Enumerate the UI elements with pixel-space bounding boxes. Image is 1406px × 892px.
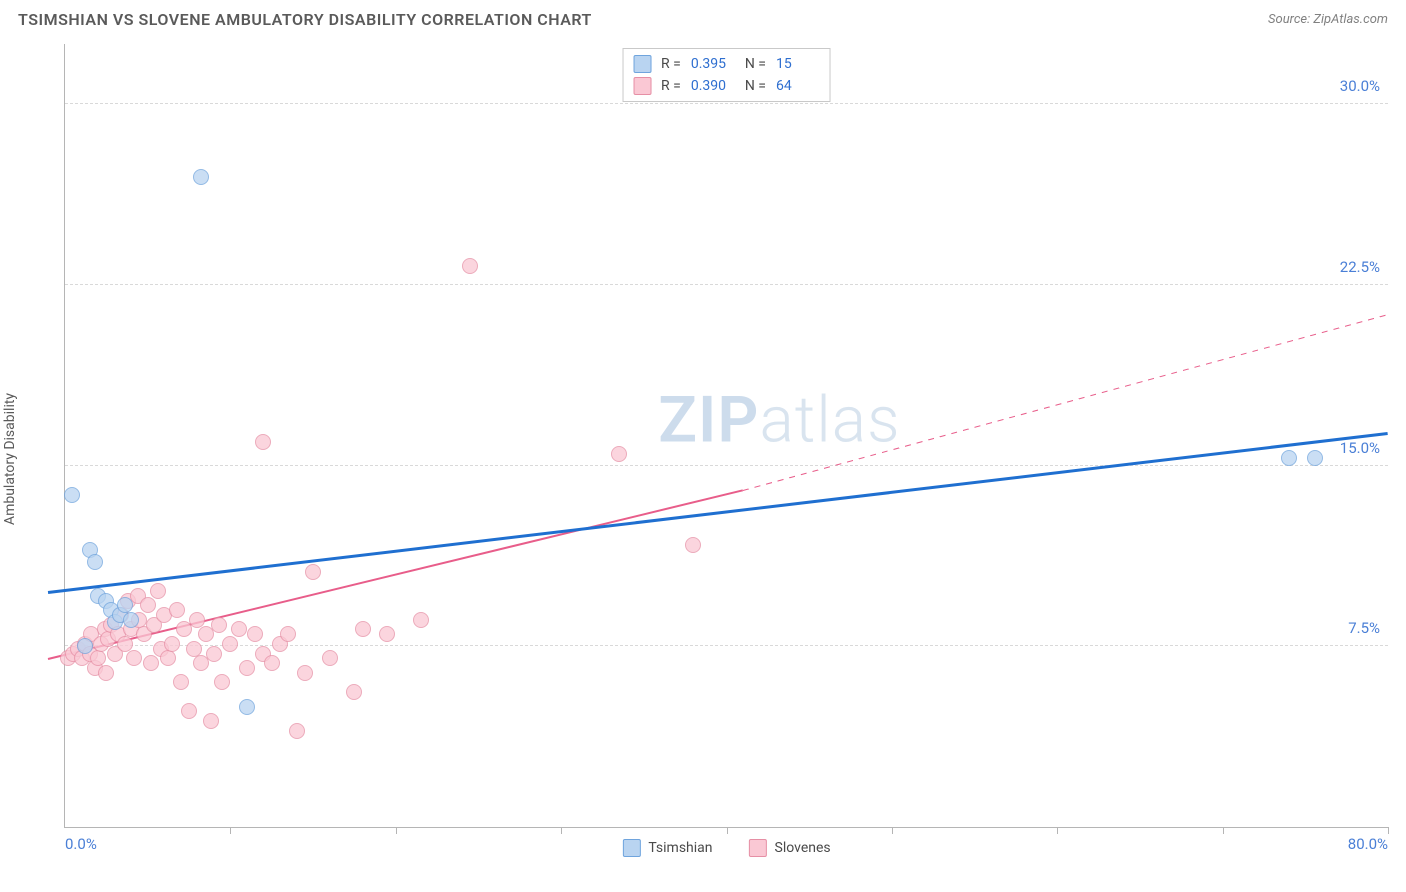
- data-point-slovenes: [297, 665, 313, 681]
- data-point-slovenes: [181, 703, 197, 719]
- data-point-slovenes: [413, 612, 429, 628]
- y-tick-label: 22.5%: [1340, 258, 1380, 276]
- data-point-slovenes: [98, 665, 114, 681]
- data-point-tsimshian: [87, 554, 103, 570]
- y-tick-label: 7.5%: [1348, 619, 1380, 637]
- legend-series: Tsimshian Slovenes: [622, 839, 830, 857]
- data-point-slovenes: [379, 626, 395, 642]
- data-point-slovenes: [222, 636, 238, 652]
- r-label: R =: [661, 56, 681, 72]
- data-point-slovenes: [239, 660, 255, 676]
- data-point-slovenes: [160, 650, 176, 666]
- watermark-light: atlas: [759, 382, 900, 457]
- n-label: N =: [745, 78, 766, 94]
- swatch-series1: [633, 55, 651, 73]
- data-point-slovenes: [322, 650, 338, 666]
- data-point-slovenes: [305, 564, 321, 580]
- x-tick: [561, 827, 562, 834]
- x-tick: [1388, 827, 1389, 834]
- y-tick-label: 30.0%: [1340, 77, 1380, 95]
- gridline: [65, 103, 1388, 104]
- data-point-tsimshian: [239, 699, 255, 715]
- trend-line: [48, 490, 743, 661]
- data-point-tsimshian: [64, 487, 80, 503]
- data-point-slovenes: [90, 650, 106, 666]
- data-point-slovenes: [203, 713, 219, 729]
- trend-line: [48, 432, 1388, 593]
- source-label: Source: ZipAtlas.com: [1268, 12, 1388, 27]
- legend-stats: R = 0.395 N = 15 R = 0.390 N = 64: [622, 48, 831, 102]
- data-point-slovenes: [247, 626, 263, 642]
- legend-stats-row: R = 0.395 N = 15: [633, 53, 820, 75]
- n-label: N =: [745, 56, 766, 72]
- data-point-slovenes: [189, 612, 205, 628]
- data-point-tsimshian: [193, 169, 209, 185]
- legend-label: Tsimshian: [648, 840, 712, 856]
- legend-stats-row: R = 0.390 N = 64: [633, 75, 820, 97]
- data-point-slovenes: [231, 621, 247, 637]
- data-point-slovenes: [211, 617, 227, 633]
- watermark-bold: ZIP: [658, 382, 759, 457]
- data-point-slovenes: [117, 636, 133, 652]
- data-point-slovenes: [611, 446, 627, 462]
- data-point-slovenes: [346, 684, 362, 700]
- x-axis-max: 80.0%: [1348, 835, 1388, 853]
- data-point-tsimshian: [77, 638, 93, 654]
- data-point-tsimshian: [1281, 450, 1297, 466]
- data-point-slovenes: [140, 597, 156, 613]
- y-tick-label: 15.0%: [1340, 439, 1380, 457]
- data-point-slovenes: [169, 602, 185, 618]
- data-point-slovenes: [126, 650, 142, 666]
- x-tick: [727, 827, 728, 834]
- data-point-slovenes: [462, 258, 478, 274]
- y-axis-label: Ambulatory Disability: [2, 393, 18, 525]
- x-tick: [230, 827, 231, 834]
- chart-title: TSIMSHIAN VS SLOVENE AMBULATORY DISABILI…: [18, 10, 592, 29]
- x-tick: [1223, 827, 1224, 834]
- data-point-slovenes: [355, 621, 371, 637]
- data-point-slovenes: [280, 626, 296, 642]
- r-label: R =: [661, 78, 681, 94]
- data-point-slovenes: [255, 434, 271, 450]
- swatch-series2: [633, 77, 651, 95]
- chart-container: Ambulatory Disability ZIPatlas R = 0.395…: [18, 44, 1388, 874]
- swatch-series2: [749, 839, 767, 857]
- data-point-tsimshian: [123, 612, 139, 628]
- data-point-tsimshian: [1307, 450, 1323, 466]
- legend-label: Slovenes: [775, 840, 831, 856]
- data-point-slovenes: [289, 723, 305, 739]
- x-tick: [892, 827, 893, 834]
- gridline: [65, 284, 1388, 285]
- legend-item: Tsimshian: [622, 839, 712, 857]
- legend-item: Slovenes: [749, 839, 831, 857]
- r-value: 0.395: [691, 56, 735, 72]
- data-point-slovenes: [214, 674, 230, 690]
- swatch-series1: [622, 839, 640, 857]
- watermark: ZIPatlas: [658, 382, 900, 457]
- data-point-slovenes: [685, 537, 701, 553]
- data-point-tsimshian: [117, 597, 133, 613]
- plot-area: ZIPatlas R = 0.395 N = 15 R = 0.390 N = …: [64, 44, 1388, 828]
- n-value: 15: [776, 56, 820, 72]
- n-value: 64: [776, 78, 820, 94]
- gridline: [65, 465, 1388, 466]
- data-point-slovenes: [164, 636, 180, 652]
- data-point-slovenes: [173, 674, 189, 690]
- data-point-slovenes: [264, 655, 280, 671]
- x-axis-min: 0.0%: [65, 835, 97, 853]
- data-point-slovenes: [206, 646, 222, 662]
- x-tick: [396, 827, 397, 834]
- x-tick: [1057, 827, 1058, 834]
- r-value: 0.390: [691, 78, 735, 94]
- data-point-slovenes: [143, 655, 159, 671]
- data-point-slovenes: [150, 583, 166, 599]
